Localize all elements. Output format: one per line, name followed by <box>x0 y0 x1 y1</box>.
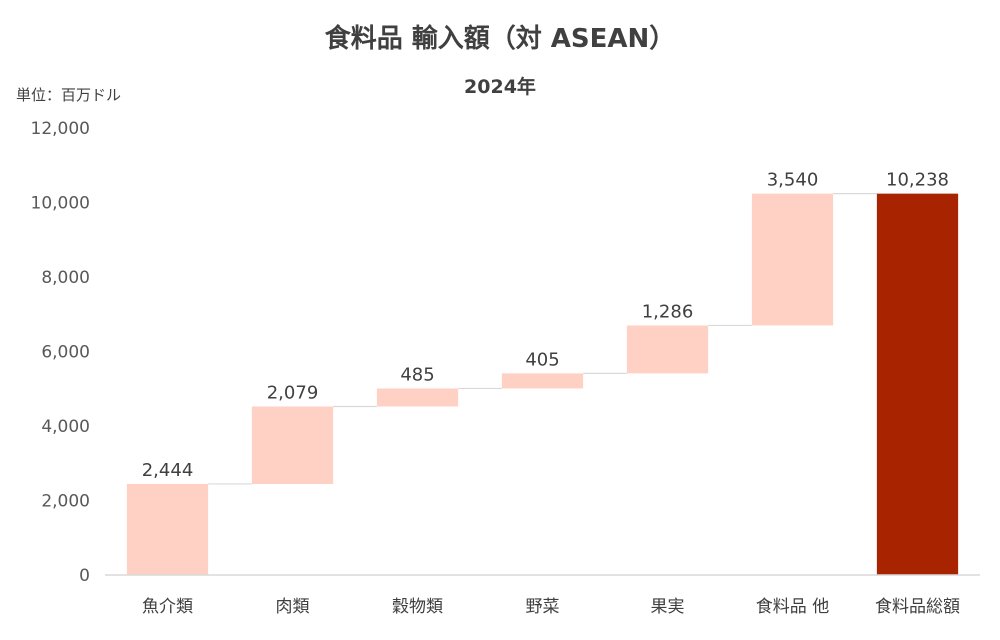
y-tick-label: 4,000 <box>41 417 90 437</box>
bars-group <box>126 193 959 575</box>
data-label: 10,238 <box>886 170 949 191</box>
y-tick-label: 6,000 <box>41 343 90 363</box>
y-axis-ticks: 0 2,000 4,000 6,000 8,000 10,000 12,000 <box>31 119 90 586</box>
y-tick-label: 12,000 <box>31 119 90 139</box>
bar-increment <box>501 373 584 389</box>
unit-label: 単位：百万ドル <box>16 86 122 104</box>
connector-lines <box>208 192 877 485</box>
category-label: 果実 <box>651 597 685 617</box>
category-label: 穀物類 <box>392 597 443 617</box>
bar-increment <box>751 193 834 326</box>
category-label: 肉類 <box>276 597 310 617</box>
category-label: 食料品 他 <box>756 597 829 617</box>
y-tick-label: 8,000 <box>41 268 90 288</box>
bar-increment <box>376 388 459 407</box>
y-tick-label: 0 <box>79 566 90 586</box>
bar-total <box>876 193 959 575</box>
data-labels-group: 2,444 2,079 485 405 1,286 3,540 10,238 <box>142 170 949 481</box>
category-label: 魚介類 <box>142 597 193 617</box>
category-labels-group: 魚介類 肉類 穀物類 野菜 果実 食料品 他 食料品総額 <box>142 597 960 617</box>
data-label: 2,444 <box>142 460 194 481</box>
category-label: 食料品総額 <box>875 597 960 617</box>
bar-increment <box>251 406 334 484</box>
chart-title: 食料品 輸入額（対 ASEAN） <box>324 24 676 54</box>
y-tick-label: 2,000 <box>41 492 90 512</box>
data-label: 3,540 <box>767 170 819 191</box>
data-label: 485 <box>400 364 434 385</box>
category-label: 野菜 <box>526 597 560 617</box>
bar-increment <box>626 325 709 374</box>
y-tick-label: 10,000 <box>31 194 90 214</box>
data-label: 1,286 <box>642 301 694 322</box>
bar-increment <box>126 483 209 575</box>
data-label: 2,079 <box>267 383 319 404</box>
data-label: 405 <box>525 349 559 370</box>
chart-subtitle: 2024年 <box>464 76 536 98</box>
